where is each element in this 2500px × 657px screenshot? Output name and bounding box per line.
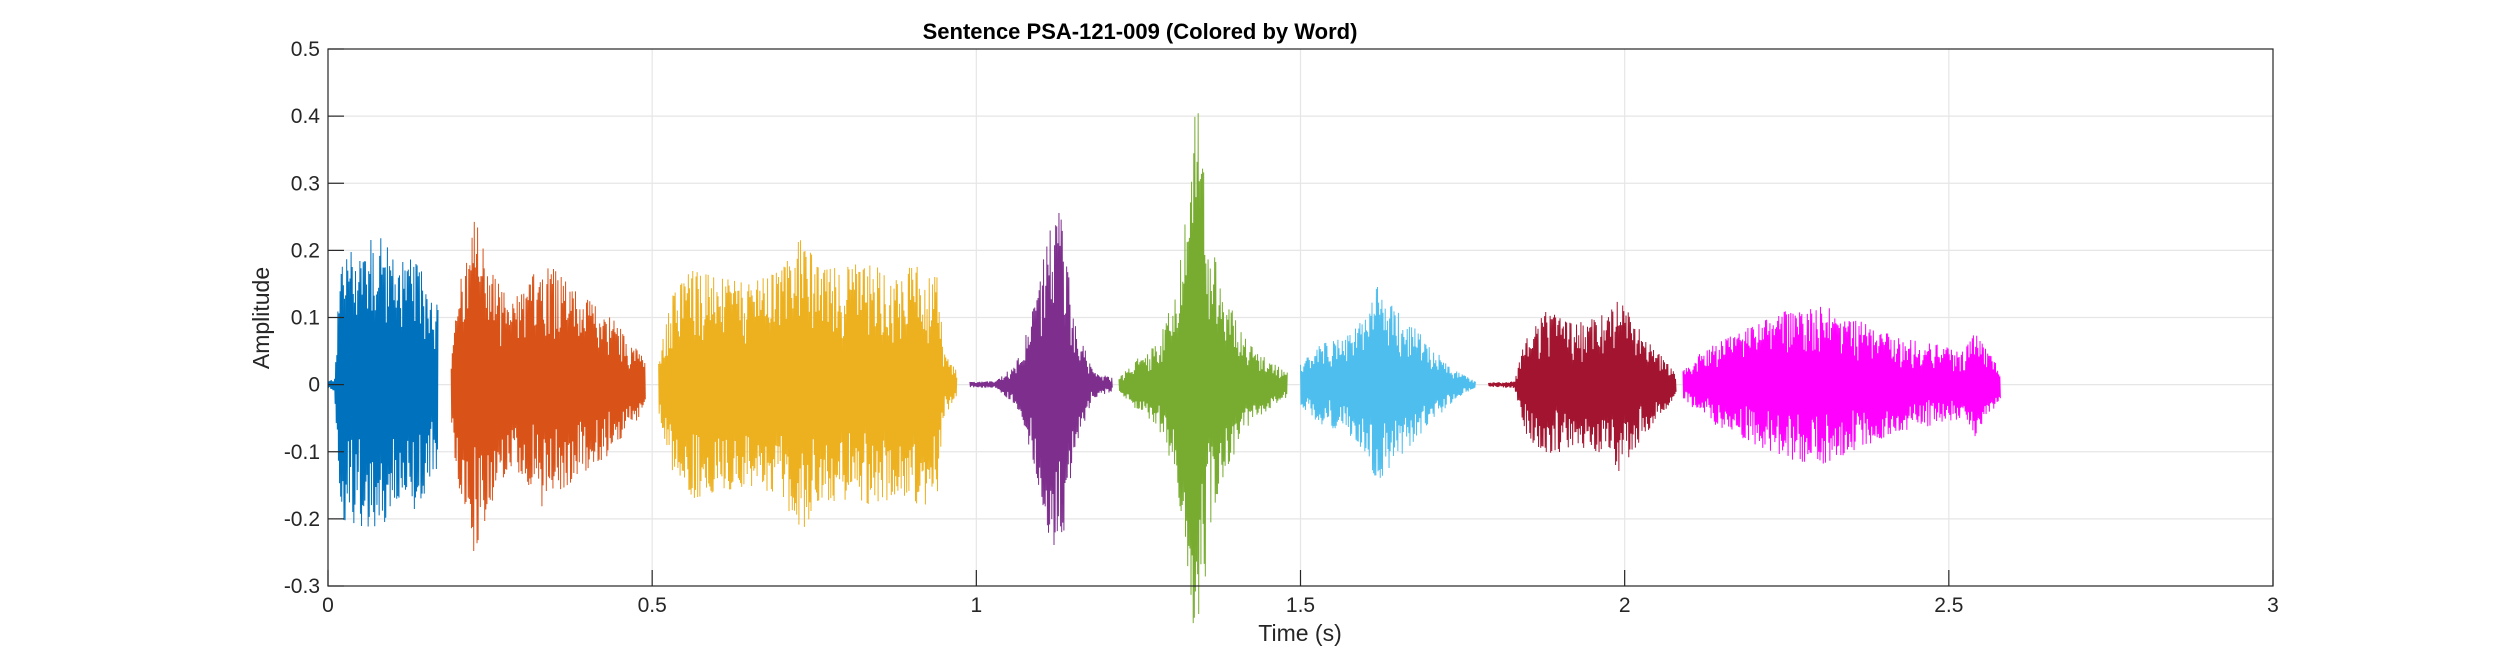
y-tick-label: -0.2 [284,508,320,531]
y-tick-label: 0.1 [291,307,320,330]
x-tick-label: 0.5 [638,594,667,617]
y-tick-label: 0.5 [291,38,320,61]
waveform-series-group [327,113,2001,624]
y-tick-label: 0.4 [291,105,321,128]
x-tick-label: 1 [970,594,982,617]
waveform-word-3 [658,240,958,527]
y-tick-label: -0.3 [284,575,320,598]
x-tick-label: 0 [322,594,334,617]
y-tick-label: 0 [308,374,320,397]
grid-lines [328,49,2273,586]
waveform-word-1 [327,238,439,527]
chart-title: Sentence PSA-121-009 (Colored by Word) [923,19,1358,44]
x-tick-label: 2.5 [1934,594,1963,617]
x-tick-label: 3 [2267,594,2279,617]
waveform-word-6 [1300,286,1476,478]
axis-ticks: 0 0.5 1 1.5 2 2.5 3 -0.3 -0.2 -0.1 0 0.1 0.2 0.3 0.4 0.… [284,38,2279,617]
y-axis-label: Amplitude [248,267,274,369]
waveform-word-5 [1118,113,1288,624]
x-tick-label: 1.5 [1286,594,1315,617]
x-axis-label: Time (s) [1258,620,1341,646]
y-tick-label: 0.2 [291,239,320,262]
y-tick-label: -0.1 [284,441,320,464]
waveform-word-8 [1682,306,2001,464]
waveform-word-7 [1488,301,1677,471]
x-tick-label: 2 [1619,594,1631,617]
y-tick-label: 0.3 [291,172,320,195]
waveform-word-2 [450,221,646,551]
waveform-word-4 [969,212,1113,546]
